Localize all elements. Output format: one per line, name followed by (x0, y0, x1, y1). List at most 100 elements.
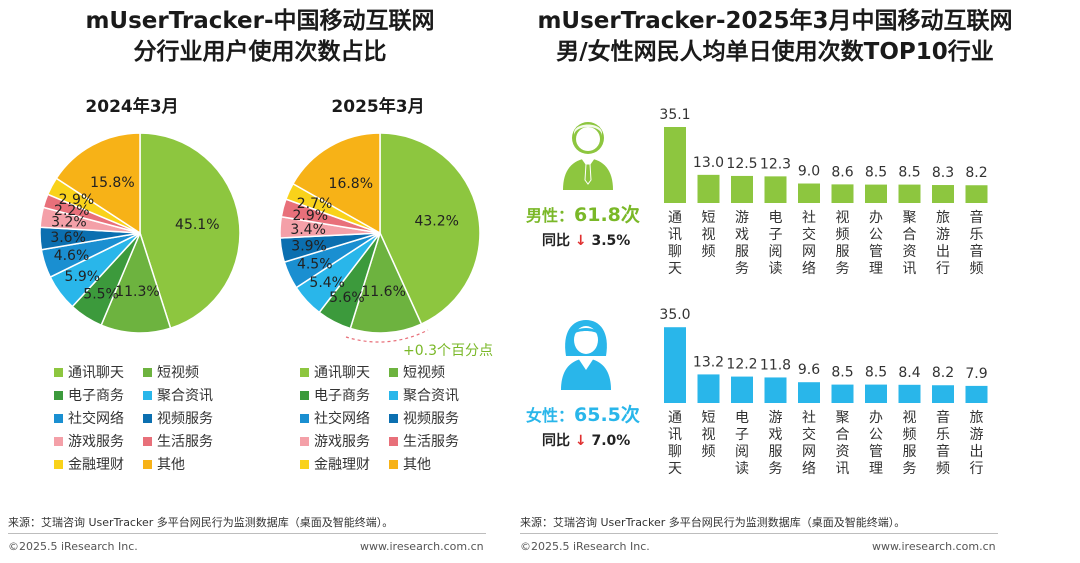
bar-category-label: 音 (936, 443, 950, 460)
bar-value-label: 11.8 (760, 357, 791, 373)
bar-category-label: 行 (936, 261, 950, 277)
male-yoy: 同比 ↓ 3.5% (542, 230, 630, 250)
pie-slice-label: 2.9% (59, 192, 95, 208)
bar-category-label: 办 (869, 210, 883, 226)
legend-swatch (143, 367, 152, 377)
legend-item: 通讯聊天 (54, 362, 124, 382)
legend-label: 其他 (403, 457, 431, 473)
pie-slice-label: 5.6% (329, 290, 365, 306)
right-title-line2: 男/女性网民人均单日使用次数TOP10行业 (556, 39, 994, 65)
legend-label: 聚合资讯 (403, 388, 459, 404)
bar-value-label: 8.3 (932, 165, 954, 181)
bar-category-label: 短 (702, 410, 716, 426)
bar-category-label: 频 (702, 244, 716, 260)
bar (965, 185, 988, 203)
bar-value-label: 13.2 (693, 354, 724, 370)
bar-category-label: 务 (903, 461, 917, 477)
bar-value-label: 12.3 (760, 156, 791, 172)
bar-category-label: 戏 (735, 227, 749, 243)
female-yoy: 同比 ↓ 7.0% (542, 430, 630, 450)
legend-label: 电子商务 (68, 388, 124, 404)
bar-category-label: 络 (802, 461, 816, 477)
left-title-line1: mUserTracker-中国移动互联网 (85, 8, 435, 34)
bar-category-label: 旅 (936, 210, 950, 226)
annotation-arc (345, 329, 429, 343)
bar-category-label: 视 (903, 410, 917, 426)
bar-value-label: 8.5 (831, 365, 853, 381)
bar-category-label: 读 (735, 460, 749, 477)
bar-value-label: 8.4 (898, 365, 920, 381)
pie-chart-2024: 45.1% 11.3%5.5% 5.9% 4.6% 3.6%3.2%2.2%2.9%15… (39, 132, 241, 334)
bar-category-label: 子 (769, 227, 783, 243)
bar (731, 376, 753, 403)
bar-category-label: 短 (702, 210, 716, 226)
bar-category-label: 务 (769, 461, 783, 477)
pie-slice-label: 3.9% (291, 238, 327, 254)
legend-item: 社交网络 (300, 408, 370, 428)
legend-swatch (143, 459, 152, 469)
bar (865, 384, 887, 403)
bar-value-label: 7.9 (965, 366, 987, 382)
bar (898, 184, 921, 203)
male-top10-bar-chart: 35.1通讯聊天13.0短视频12.5游戏服务12.3电子阅读9.0社交网络8.… (659, 107, 988, 277)
bar-category-label: 电 (735, 410, 749, 426)
copyright-right: ©2025.5 iResearch Inc. (520, 540, 650, 553)
bar (697, 374, 720, 403)
bar-category-label: 网 (802, 444, 816, 460)
pie-slice-label: 5.4% (309, 275, 345, 291)
legend-item: 生活服务 (389, 431, 459, 451)
pie-slice (379, 132, 481, 326)
bar-value-label: 9.0 (798, 164, 820, 180)
female-label: 女性： (526, 406, 575, 425)
pie-slice (55, 132, 141, 235)
bar (965, 385, 988, 403)
annotation-note: +0.3个百分点 (403, 343, 493, 359)
right-title: mUserTracker-2025年3月中国移动互联网 男/女性网民人均单日使用… (515, 6, 1035, 68)
bar (798, 183, 820, 203)
bar-value-label: 12.2 (726, 357, 757, 373)
bar-category-label: 通 (668, 410, 682, 426)
legend-swatch (143, 390, 152, 400)
bar (664, 127, 686, 203)
bar (831, 384, 854, 403)
bar-category-label: 讯 (668, 227, 682, 243)
pie-slice-label: 11.6% (361, 284, 405, 300)
bar-category-label: 频 (903, 427, 917, 443)
female-yoy-label: 同比 (542, 433, 570, 449)
pie-slice-label: 45.1% (175, 217, 219, 233)
legend-item: 视频服务 (143, 408, 213, 428)
pie-slice-label: 3.6% (50, 230, 86, 246)
bar-value-label: 8.2 (965, 165, 987, 181)
bar-category-label: 管 (869, 444, 883, 460)
bar-category-label: 资 (836, 444, 850, 460)
bar (898, 384, 921, 403)
bar-value-label: 8.6 (831, 164, 853, 180)
pie-slice-label: 43.2% (414, 214, 458, 230)
bar-category-label: 频 (936, 461, 950, 477)
pie-slice-label: 11.3% (115, 284, 159, 300)
bar-value-label: 13.0 (693, 155, 724, 171)
bar-value-label: 12.5 (726, 156, 757, 172)
pie-slice-label: 16.8% (329, 176, 373, 192)
bar (697, 174, 720, 203)
bar-category-label: 乐 (970, 227, 984, 243)
bar-category-label: 聊 (668, 444, 682, 460)
legend-label: 游戏服务 (68, 434, 124, 450)
legend-label: 短视频 (157, 365, 199, 381)
bar-category-label: 视 (702, 427, 716, 443)
legend-swatch (300, 367, 309, 377)
bar-category-label: 公 (869, 227, 883, 243)
legend-swatch (54, 390, 63, 400)
legend-item: 社交网络 (54, 408, 124, 428)
bar-category-label: 视 (702, 227, 716, 243)
bar-category-label: 办 (869, 410, 883, 426)
male-user-icon (563, 122, 613, 190)
legend-label: 金融理财 (314, 457, 370, 473)
bar (932, 385, 954, 403)
bar-value-label: 8.2 (932, 365, 954, 381)
bar-category-label: 聚 (903, 210, 917, 226)
bar-value-label: 8.5 (865, 365, 887, 381)
bar-category-label: 聊 (668, 244, 682, 260)
left-title-line2: 分行业用户使用次数占比 (133, 39, 387, 65)
bar-category-label: 交 (802, 426, 816, 443)
